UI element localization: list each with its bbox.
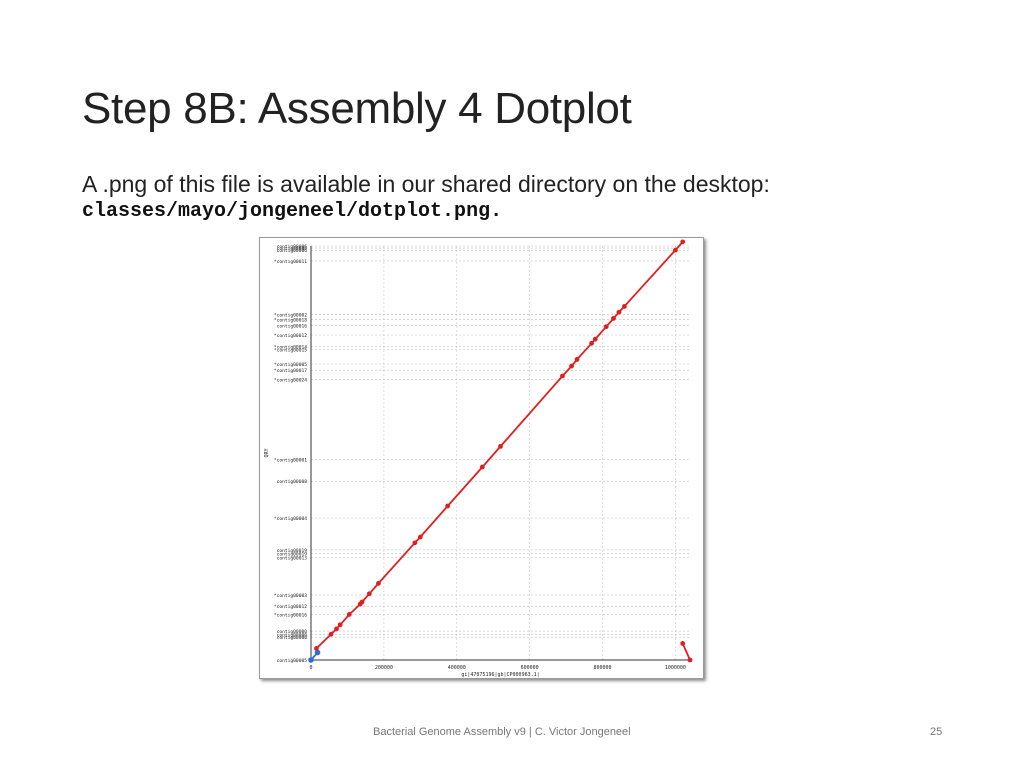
x-axis-label: gi|47075196|gb|CP000963.1| <box>461 672 539 678</box>
alignment-point <box>337 622 343 628</box>
contig-label: contig00006 <box>277 248 308 254</box>
alignment-point <box>314 646 319 651</box>
alignment-point <box>376 581 381 586</box>
dotplot-figure: contig00006 contig00006 contig00006 *contig… <box>259 237 704 679</box>
alignment-point <box>592 336 598 342</box>
contig-label: *contig00012 <box>274 333 307 339</box>
alignment-point <box>589 340 595 346</box>
alignment-point <box>328 631 334 637</box>
contig-label: *contig00018 <box>274 318 307 324</box>
footer-text: Bacterial Genome Assembly v9 | C. Victor… <box>373 726 631 738</box>
contig-label: *contig00014 <box>274 345 307 351</box>
dotplot-chart: contig00006contig00006contig00006*contig… <box>264 239 693 678</box>
contig-label: contig00000 <box>277 632 308 638</box>
alignment-point <box>560 373 565 379</box>
contig-label: contig00019 <box>277 548 308 554</box>
contig-label: contig00000 <box>277 635 308 641</box>
x-tick-label: 800000 <box>594 665 612 671</box>
alignment-point <box>479 464 485 470</box>
contig-label: contig00000 <box>277 629 308 635</box>
alignment-point <box>359 599 365 605</box>
contig-label: *contig00016 <box>274 612 307 618</box>
alignment-point <box>417 534 423 540</box>
x-tick-label: 400000 <box>448 665 466 671</box>
alignment-point <box>616 309 622 315</box>
contig-label: contig00016 <box>277 323 308 329</box>
alignment-point <box>622 304 627 309</box>
contig-label: *contig00001 <box>274 458 307 464</box>
contig-label: *contig00003 <box>274 593 307 599</box>
page-number: 25 <box>930 726 943 738</box>
y-axis-label: QRY <box>264 448 270 457</box>
tail-alignment-line <box>681 643 691 661</box>
x-tick-label: 600000 <box>521 665 539 671</box>
alignment-point <box>346 612 352 617</box>
alignment-point <box>673 247 678 253</box>
alignment-point <box>334 626 339 632</box>
contig-label: *contig00002 <box>274 312 307 318</box>
file-path: classes/mayo/jongeneel/dotplot.png. <box>82 200 503 223</box>
contig-label: *contig00017 <box>274 368 307 374</box>
contig-label: *contig00024 <box>274 377 307 383</box>
alignment-point <box>366 591 372 597</box>
contig-label: *contig00011 <box>274 259 307 265</box>
alignment-point <box>680 239 686 245</box>
alignment-point <box>603 324 609 330</box>
alignment-point <box>687 657 693 663</box>
contig-label: contig00005 <box>277 658 308 664</box>
alignment-point <box>680 641 686 646</box>
contig-label: *contig00012 <box>274 604 307 610</box>
alignment-point <box>445 503 451 509</box>
alignment-point <box>611 316 616 321</box>
alignment-point <box>498 443 503 449</box>
contig-label: *contig00005 <box>274 362 307 368</box>
contig-label: contig00008 <box>277 479 308 485</box>
x-tick-label: 1000000 <box>665 665 686 671</box>
reverse-alignment-point <box>314 649 321 656</box>
alignment-point <box>569 363 574 369</box>
contig-label: contig00013 <box>277 556 308 562</box>
slide-title: Step 8B: Assembly 4 Dotplot <box>82 84 632 133</box>
reverse-alignment-point <box>308 657 314 663</box>
contig-label: contig00019 <box>277 552 308 558</box>
contig-label: *contig00015 <box>274 348 307 354</box>
contig-label: contig00006 <box>277 246 308 252</box>
body-text: A .png of this file is available in our … <box>82 171 770 197</box>
x-tick-label: 0 <box>309 665 312 671</box>
alignment-point <box>412 540 418 546</box>
contig-label: contig00006 <box>277 244 308 250</box>
x-tick-label: 200000 <box>375 665 393 671</box>
contig-label: *contig00004 <box>274 516 307 522</box>
alignment-point <box>574 357 580 362</box>
